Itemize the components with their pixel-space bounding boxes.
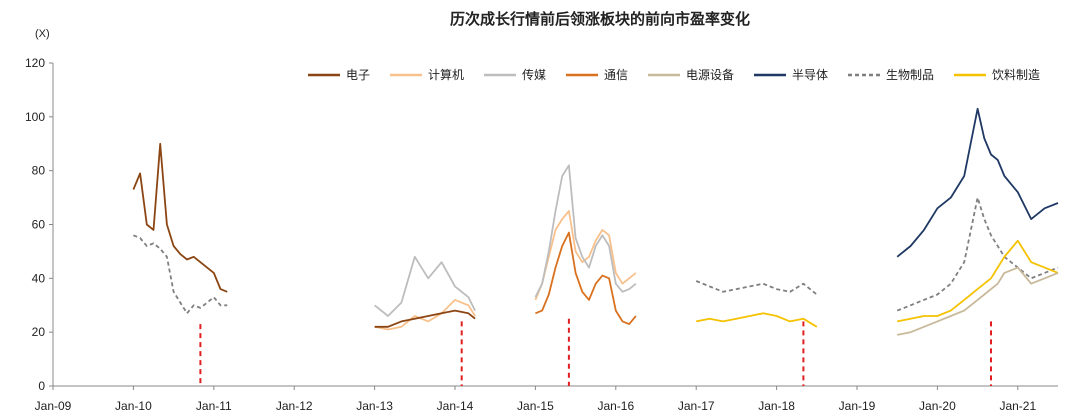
y-axis-unit-label: (X) (35, 28, 50, 40)
legend-item-0: 电子 (308, 68, 370, 82)
legend-label: 电源设备 (686, 68, 734, 82)
legend-label: 传媒 (522, 67, 546, 82)
series-line-12 (897, 239, 1059, 323)
series-line-3 (374, 255, 476, 317)
y-tick-label: 100 (25, 110, 45, 124)
legend-item-1: 计算机 (390, 67, 464, 82)
series-line-6 (534, 164, 637, 298)
y-tick-label: 20 (32, 325, 46, 339)
x-tick-label: Jan-11 (196, 399, 232, 413)
legend-item-4: 电源设备 (648, 68, 734, 82)
legend-label: 电子 (346, 68, 370, 82)
x-tick-label: Jan-14 (437, 399, 474, 413)
axes: 0 20 40 60 80 100 120 Jan-09 Jan-10 Jan-11 Jan-12 J… (25, 56, 1058, 413)
series-line-2 (374, 298, 476, 331)
legend-label: 半导体 (792, 68, 828, 82)
x-tick-label: Jan-18 (758, 399, 795, 413)
legend-item-3: 通信 (566, 68, 628, 82)
series-line-0 (132, 142, 228, 293)
legend-label: 通信 (604, 68, 628, 82)
chart-title: 历次成长行情前后领涨板块的前向市盈率变化 (450, 10, 750, 28)
series-line-10 (896, 107, 1059, 258)
legend-label: 生物制品 (886, 68, 934, 82)
x-tick-label: Jan-12 (276, 399, 313, 413)
series-line-8 (695, 280, 818, 296)
series-line-4 (374, 309, 476, 328)
legend-item-7: 饮料制造 (954, 68, 1040, 82)
y-tick-label: 40 (32, 271, 46, 285)
x-tick-label: Jan-19 (839, 399, 876, 413)
series-line-5 (534, 210, 637, 301)
legend-item-6: 生物制品 (848, 68, 934, 82)
legend: 电子 计算机 传媒 通信 电源设备 半导体 生物制品 饮料制造 (308, 67, 1040, 82)
x-tick-label: Jan-20 (919, 399, 956, 413)
series-line-11 (896, 196, 1059, 312)
x-tick-label: Jan-13 (356, 399, 393, 413)
legend-item-2: 传媒 (484, 67, 546, 82)
x-tick-label: Jan-09 (35, 399, 72, 413)
x-tick-label: Jan-17 (678, 399, 715, 413)
x-tick-label: Jan-10 (115, 399, 152, 413)
x-tick-label: Jan-21 (999, 399, 1036, 413)
legend-label: 计算机 (428, 67, 464, 82)
series-line-13 (897, 266, 1059, 336)
x-tick-label: Jan-15 (517, 399, 554, 413)
series-line-1 (133, 234, 228, 315)
y-tick-label: 80 (32, 164, 46, 178)
x-tick-label: Jan-16 (597, 399, 634, 413)
event-markers (199, 318, 992, 386)
y-tick-label: 0 (38, 379, 45, 393)
series-line-7 (535, 231, 637, 326)
y-tick-label: 120 (25, 56, 45, 70)
series-line-9 (696, 312, 818, 328)
legend-label: 饮料制造 (992, 68, 1040, 82)
series-lines (132, 107, 1059, 336)
y-tick-label: 60 (32, 218, 46, 232)
legend-item-5: 半导体 (754, 68, 828, 82)
